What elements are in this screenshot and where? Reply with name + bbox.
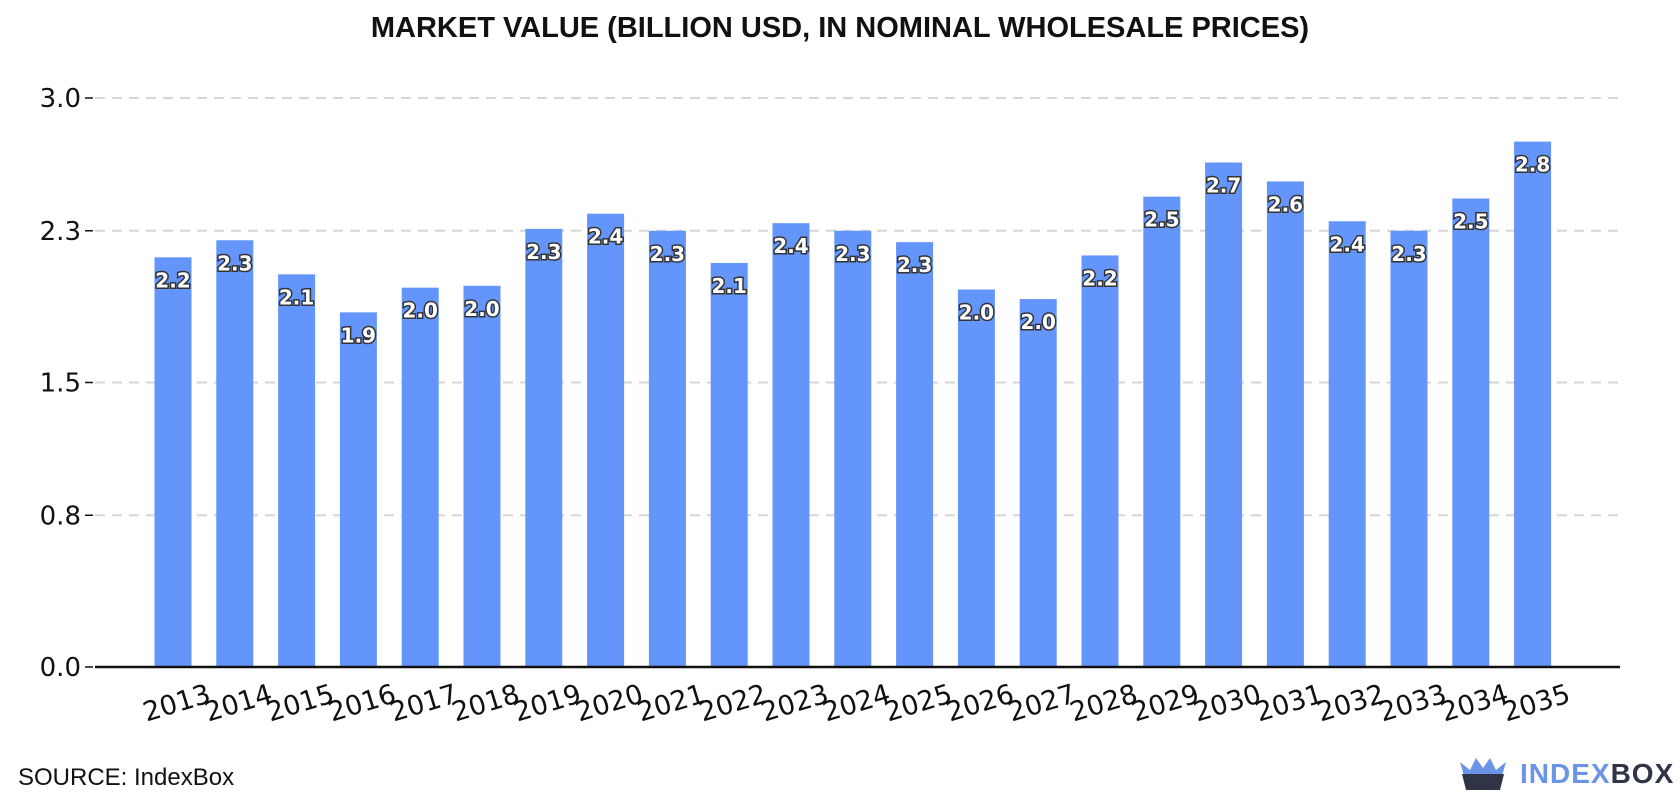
data-label: 2.4 (1329, 232, 1364, 256)
y-tick-label: 2.3 (40, 217, 81, 247)
y-tick-label: 1.5 (40, 369, 81, 399)
bar (278, 274, 316, 667)
bar (1205, 162, 1243, 667)
data-label: 2.5 (1144, 208, 1179, 232)
bar (154, 257, 192, 667)
data-label: 2.3 (897, 253, 932, 277)
data-label: 2.3 (1391, 242, 1426, 266)
bar (587, 213, 625, 668)
bar (648, 230, 686, 667)
crown-bowl-icon (1460, 758, 1506, 790)
bar (1452, 198, 1490, 668)
data-label: 2.0 (402, 299, 437, 323)
brand-pre: INDEX (1520, 758, 1611, 789)
bar (1266, 181, 1304, 667)
data-label: 2.3 (526, 240, 561, 264)
bar (1019, 299, 1057, 667)
y-tick-label: 0.8 (40, 501, 81, 531)
bar (710, 263, 748, 667)
data-label: 2.0 (1020, 310, 1055, 334)
chart-title: MARKET VALUE (BILLION USD, IN NOMINAL WH… (370, 12, 1310, 44)
data-label: 2.4 (588, 225, 623, 249)
data-label: 2.3 (650, 242, 685, 266)
bar (339, 312, 377, 667)
brand-post: BOX (1610, 758, 1675, 789)
bar (216, 240, 254, 667)
bar (1514, 141, 1552, 667)
data-label: 1.9 (341, 323, 376, 347)
data-label: 2.4 (773, 234, 808, 258)
bar (834, 230, 872, 667)
bar (463, 285, 501, 667)
bar (957, 289, 995, 667)
indexbox-logo: INDEXBOX (1458, 752, 1674, 796)
source-note: SOURCE: IndexBox (18, 764, 235, 791)
data-label: 2.8 (1515, 153, 1550, 177)
brand-wordmark: INDEXBOX (1520, 758, 1674, 790)
bar (896, 242, 934, 667)
data-label: 2.7 (1206, 173, 1241, 197)
y-tick-label: 0.0 (40, 653, 81, 683)
data-label: 2.1 (711, 274, 746, 298)
bar (1328, 221, 1366, 668)
data-label: 2.1 (279, 285, 314, 309)
data-label: 2.5 (1453, 210, 1488, 234)
data-label: 2.0 (464, 297, 499, 321)
x-tick-label: 2035 (1499, 679, 1574, 729)
bar (1143, 196, 1181, 668)
y-tick-label: 3.0 (40, 84, 81, 114)
bar (1081, 255, 1119, 667)
bar (772, 223, 810, 667)
bar (1390, 230, 1428, 667)
data-label: 2.3 (217, 251, 252, 275)
data-label: 2.2 (1082, 266, 1117, 290)
bar (525, 228, 563, 667)
data-label: 2.6 (1268, 192, 1303, 216)
data-label: 2.3 (835, 242, 870, 266)
bar (401, 287, 439, 667)
data-label: 2.0 (959, 301, 994, 325)
data-label: 2.2 (155, 268, 190, 292)
